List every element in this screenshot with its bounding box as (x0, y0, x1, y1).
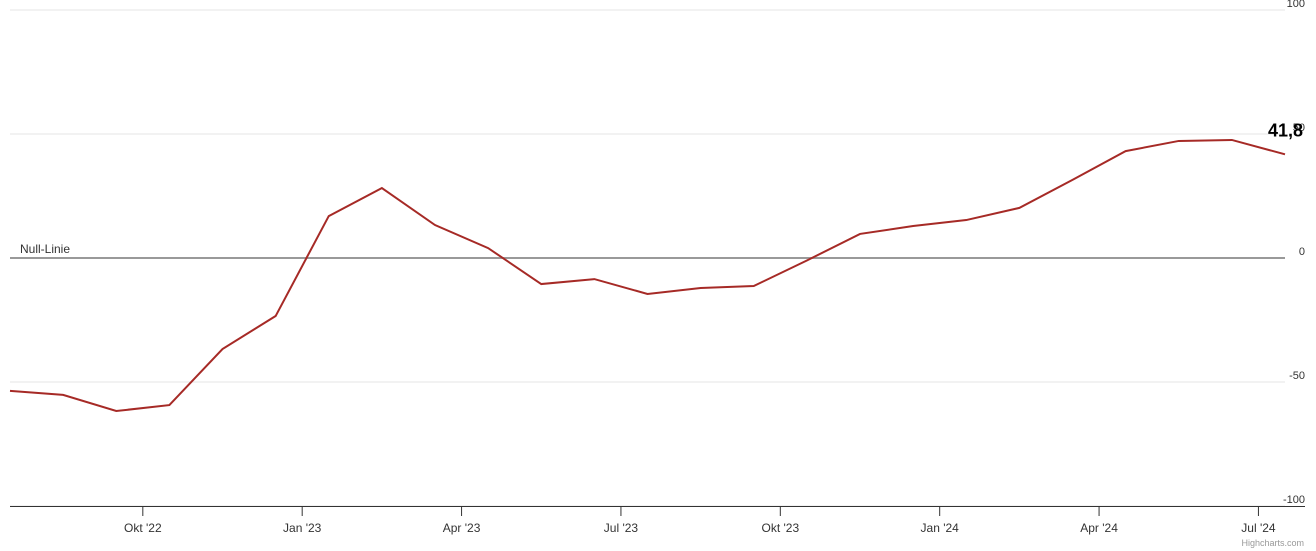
x-tick-label: Jul '24 (1241, 521, 1276, 535)
y-tick-label: 0 (1299, 246, 1305, 258)
y-tick-label: -50 (1289, 370, 1305, 382)
line-series (9, 138, 1286, 413)
y-tick-label: 100 (1287, 0, 1305, 10)
x-tick-label: Okt '22 (124, 521, 162, 535)
x-tick-label: Jan '23 (283, 521, 322, 535)
y-tick-label: -100 (1283, 494, 1305, 506)
x-tick-label: Apr '23 (443, 521, 481, 535)
x-tick-label: Jul '23 (604, 521, 639, 535)
x-tick-label: Okt '23 (761, 521, 799, 535)
data-label: 41,8 (1268, 120, 1303, 140)
plot-line-label: Null-Linie (20, 242, 70, 256)
y-tick-label: 50 (1293, 122, 1305, 134)
x-tick-label: Jan '24 (921, 521, 960, 535)
credits: Highcharts.com (1241, 538, 1304, 548)
x-tick-label: Apr '24 (1080, 521, 1118, 535)
